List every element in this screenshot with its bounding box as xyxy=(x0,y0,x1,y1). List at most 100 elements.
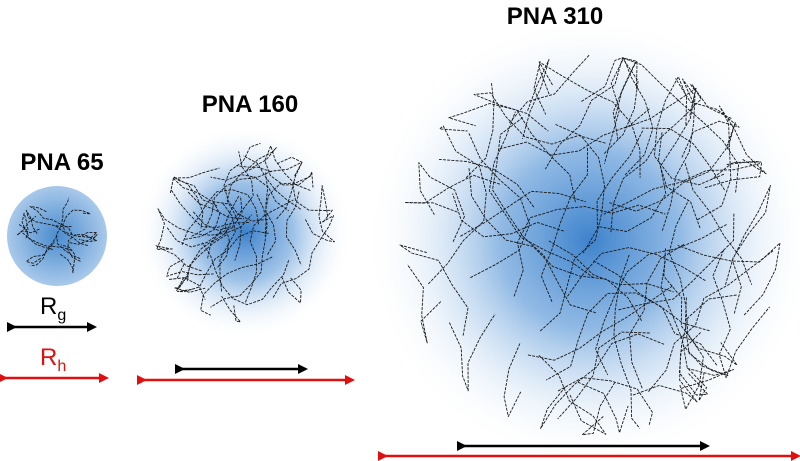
chain xyxy=(603,162,762,215)
scale-bars xyxy=(0,322,800,461)
chain xyxy=(677,242,781,316)
chain xyxy=(281,277,302,304)
chain xyxy=(448,103,576,203)
chain xyxy=(399,244,469,336)
chain xyxy=(155,245,202,272)
chain xyxy=(658,132,701,229)
chain xyxy=(243,155,301,210)
chain xyxy=(186,234,227,282)
chain xyxy=(684,163,753,285)
chain xyxy=(265,171,314,255)
chain xyxy=(264,145,313,191)
chain xyxy=(540,146,588,302)
chain xyxy=(712,249,770,379)
chain xyxy=(194,214,252,236)
chain xyxy=(566,247,706,298)
chain xyxy=(173,274,206,293)
chain xyxy=(264,172,269,237)
chain xyxy=(221,295,241,323)
chain xyxy=(22,232,73,252)
chain xyxy=(200,256,273,316)
chain xyxy=(177,230,269,293)
chain xyxy=(509,54,590,124)
chain xyxy=(682,297,729,377)
chain xyxy=(67,234,98,262)
chain xyxy=(668,200,704,410)
chain xyxy=(583,130,644,254)
chain xyxy=(156,208,194,250)
symbol: R xyxy=(40,293,57,320)
chain xyxy=(610,84,733,233)
chain xyxy=(452,193,564,238)
chain xyxy=(21,212,29,239)
chain xyxy=(545,292,710,381)
chain xyxy=(539,123,605,333)
chain xyxy=(216,195,240,269)
chain xyxy=(629,243,686,389)
subscript: h xyxy=(57,358,66,375)
chain xyxy=(618,212,735,311)
chain xyxy=(275,161,303,220)
chain xyxy=(292,185,333,224)
chain xyxy=(632,332,701,403)
chain xyxy=(488,111,595,279)
chain xyxy=(613,254,641,429)
chain xyxy=(16,215,40,236)
chain xyxy=(62,209,91,247)
chain xyxy=(710,160,762,181)
chain xyxy=(581,382,616,436)
chain xyxy=(25,209,72,235)
title: PNA 65 xyxy=(20,149,103,176)
chain xyxy=(468,133,531,279)
chain xyxy=(169,176,249,228)
chain xyxy=(653,76,725,186)
title: PNA 160 xyxy=(202,91,299,118)
chain xyxy=(226,166,272,261)
chain xyxy=(210,156,303,181)
chain xyxy=(168,264,206,300)
chain xyxy=(468,168,643,323)
chain xyxy=(603,57,654,176)
chain xyxy=(540,333,665,429)
chain xyxy=(538,61,641,178)
chain xyxy=(210,194,268,308)
chain xyxy=(181,189,260,246)
chain xyxy=(609,122,736,212)
chain xyxy=(192,196,243,231)
chain xyxy=(513,204,666,297)
rg-label: Rg xyxy=(40,293,66,324)
chain xyxy=(184,199,221,240)
chain xyxy=(460,190,587,237)
chain xyxy=(538,354,607,435)
chain xyxy=(648,250,774,392)
chain xyxy=(661,78,696,231)
chain xyxy=(428,125,487,285)
chain xyxy=(557,377,653,426)
chain xyxy=(577,381,629,434)
chain xyxy=(219,203,236,293)
chain xyxy=(272,215,334,298)
chain xyxy=(641,127,725,191)
chain xyxy=(623,87,698,129)
chain xyxy=(30,235,58,267)
chain xyxy=(244,199,294,303)
chain xyxy=(680,367,734,389)
chain xyxy=(438,158,535,208)
subscript: g xyxy=(57,307,66,324)
chain xyxy=(166,258,214,277)
chain xyxy=(526,285,673,361)
chain xyxy=(166,226,235,248)
chain xyxy=(305,185,335,243)
coil-310 xyxy=(365,15,800,461)
chain xyxy=(173,176,218,229)
chain xyxy=(621,57,740,193)
chain xyxy=(675,78,740,158)
chain xyxy=(448,313,496,392)
chain xyxy=(236,147,277,171)
chain xyxy=(285,191,302,266)
chain xyxy=(69,234,98,245)
coil-160 xyxy=(137,124,353,340)
chain xyxy=(55,197,81,260)
